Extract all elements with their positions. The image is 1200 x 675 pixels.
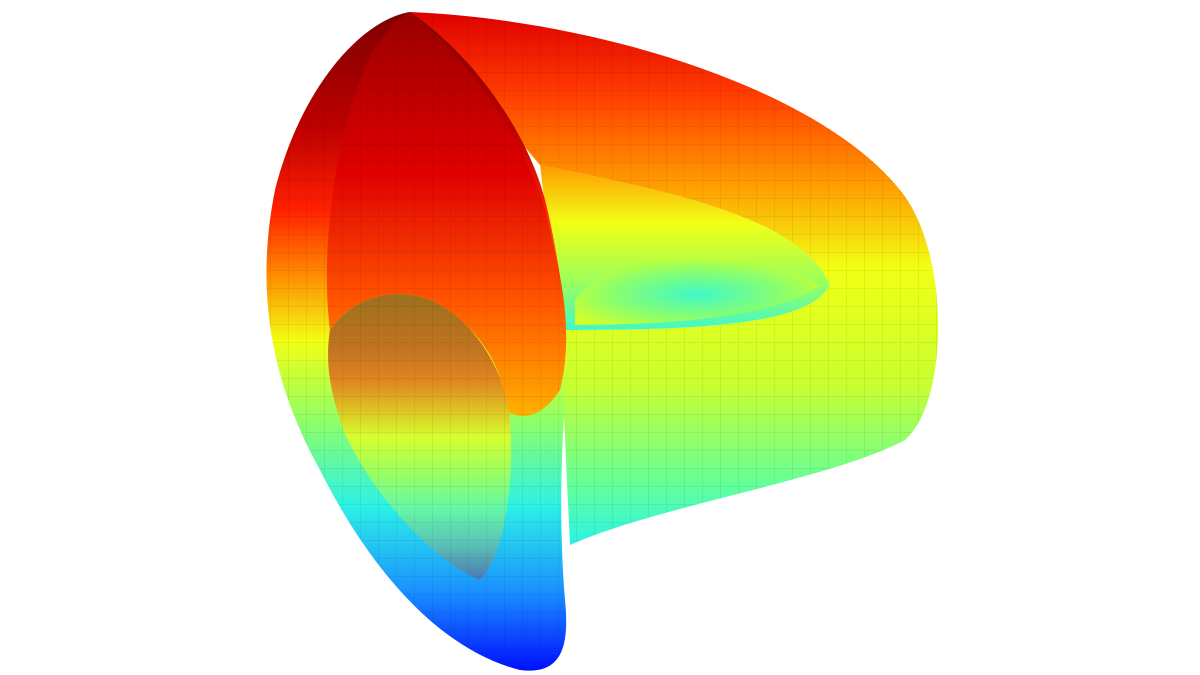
front-tube-mesh (266, 12, 567, 671)
inner-hole (575, 256, 820, 325)
back-band-mesh (410, 12, 939, 545)
